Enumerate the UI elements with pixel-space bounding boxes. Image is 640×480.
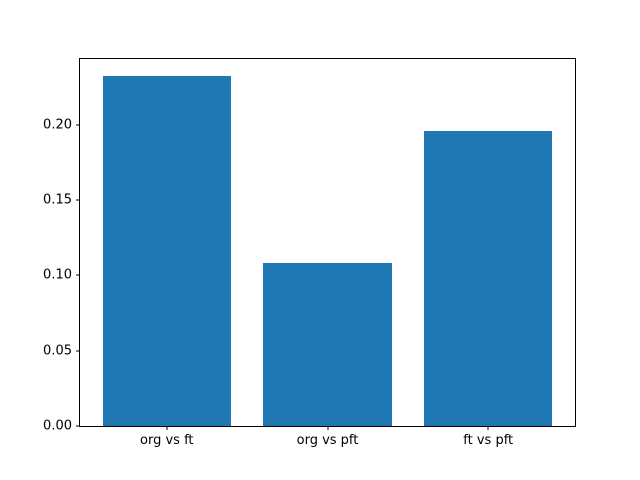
x-tick-mark	[487, 426, 489, 430]
y-tick-mark	[76, 350, 80, 352]
y-tick-mark	[76, 425, 80, 427]
y-tick-label: 0.10	[43, 267, 72, 283]
y-tick-mark	[76, 124, 80, 126]
y-tick-label: 0.20	[43, 117, 72, 133]
x-tick-label: org vs ft	[140, 433, 194, 448]
x-tick-label: org vs pft	[296, 433, 359, 448]
bar-ft-vs-pft	[423, 130, 553, 426]
plot-area: 0.00 0.05 0.10 0.15 0.20 org vs ft org vs pft f…	[43, 58, 576, 447]
y-tick-mark	[76, 199, 80, 201]
y-tick-label: 0.05	[43, 343, 72, 359]
y-tick-label: 0.00	[43, 418, 72, 434]
bar-org-vs-pft	[263, 263, 392, 426]
x-tick-mark	[327, 426, 328, 430]
y-tick-mark	[76, 274, 80, 276]
y-tick-label: 0.15	[43, 192, 72, 208]
bar-org-vs-ft	[102, 76, 232, 426]
x-tick-mark	[166, 426, 168, 430]
x-tick-label: ft vs pft	[463, 433, 514, 448]
